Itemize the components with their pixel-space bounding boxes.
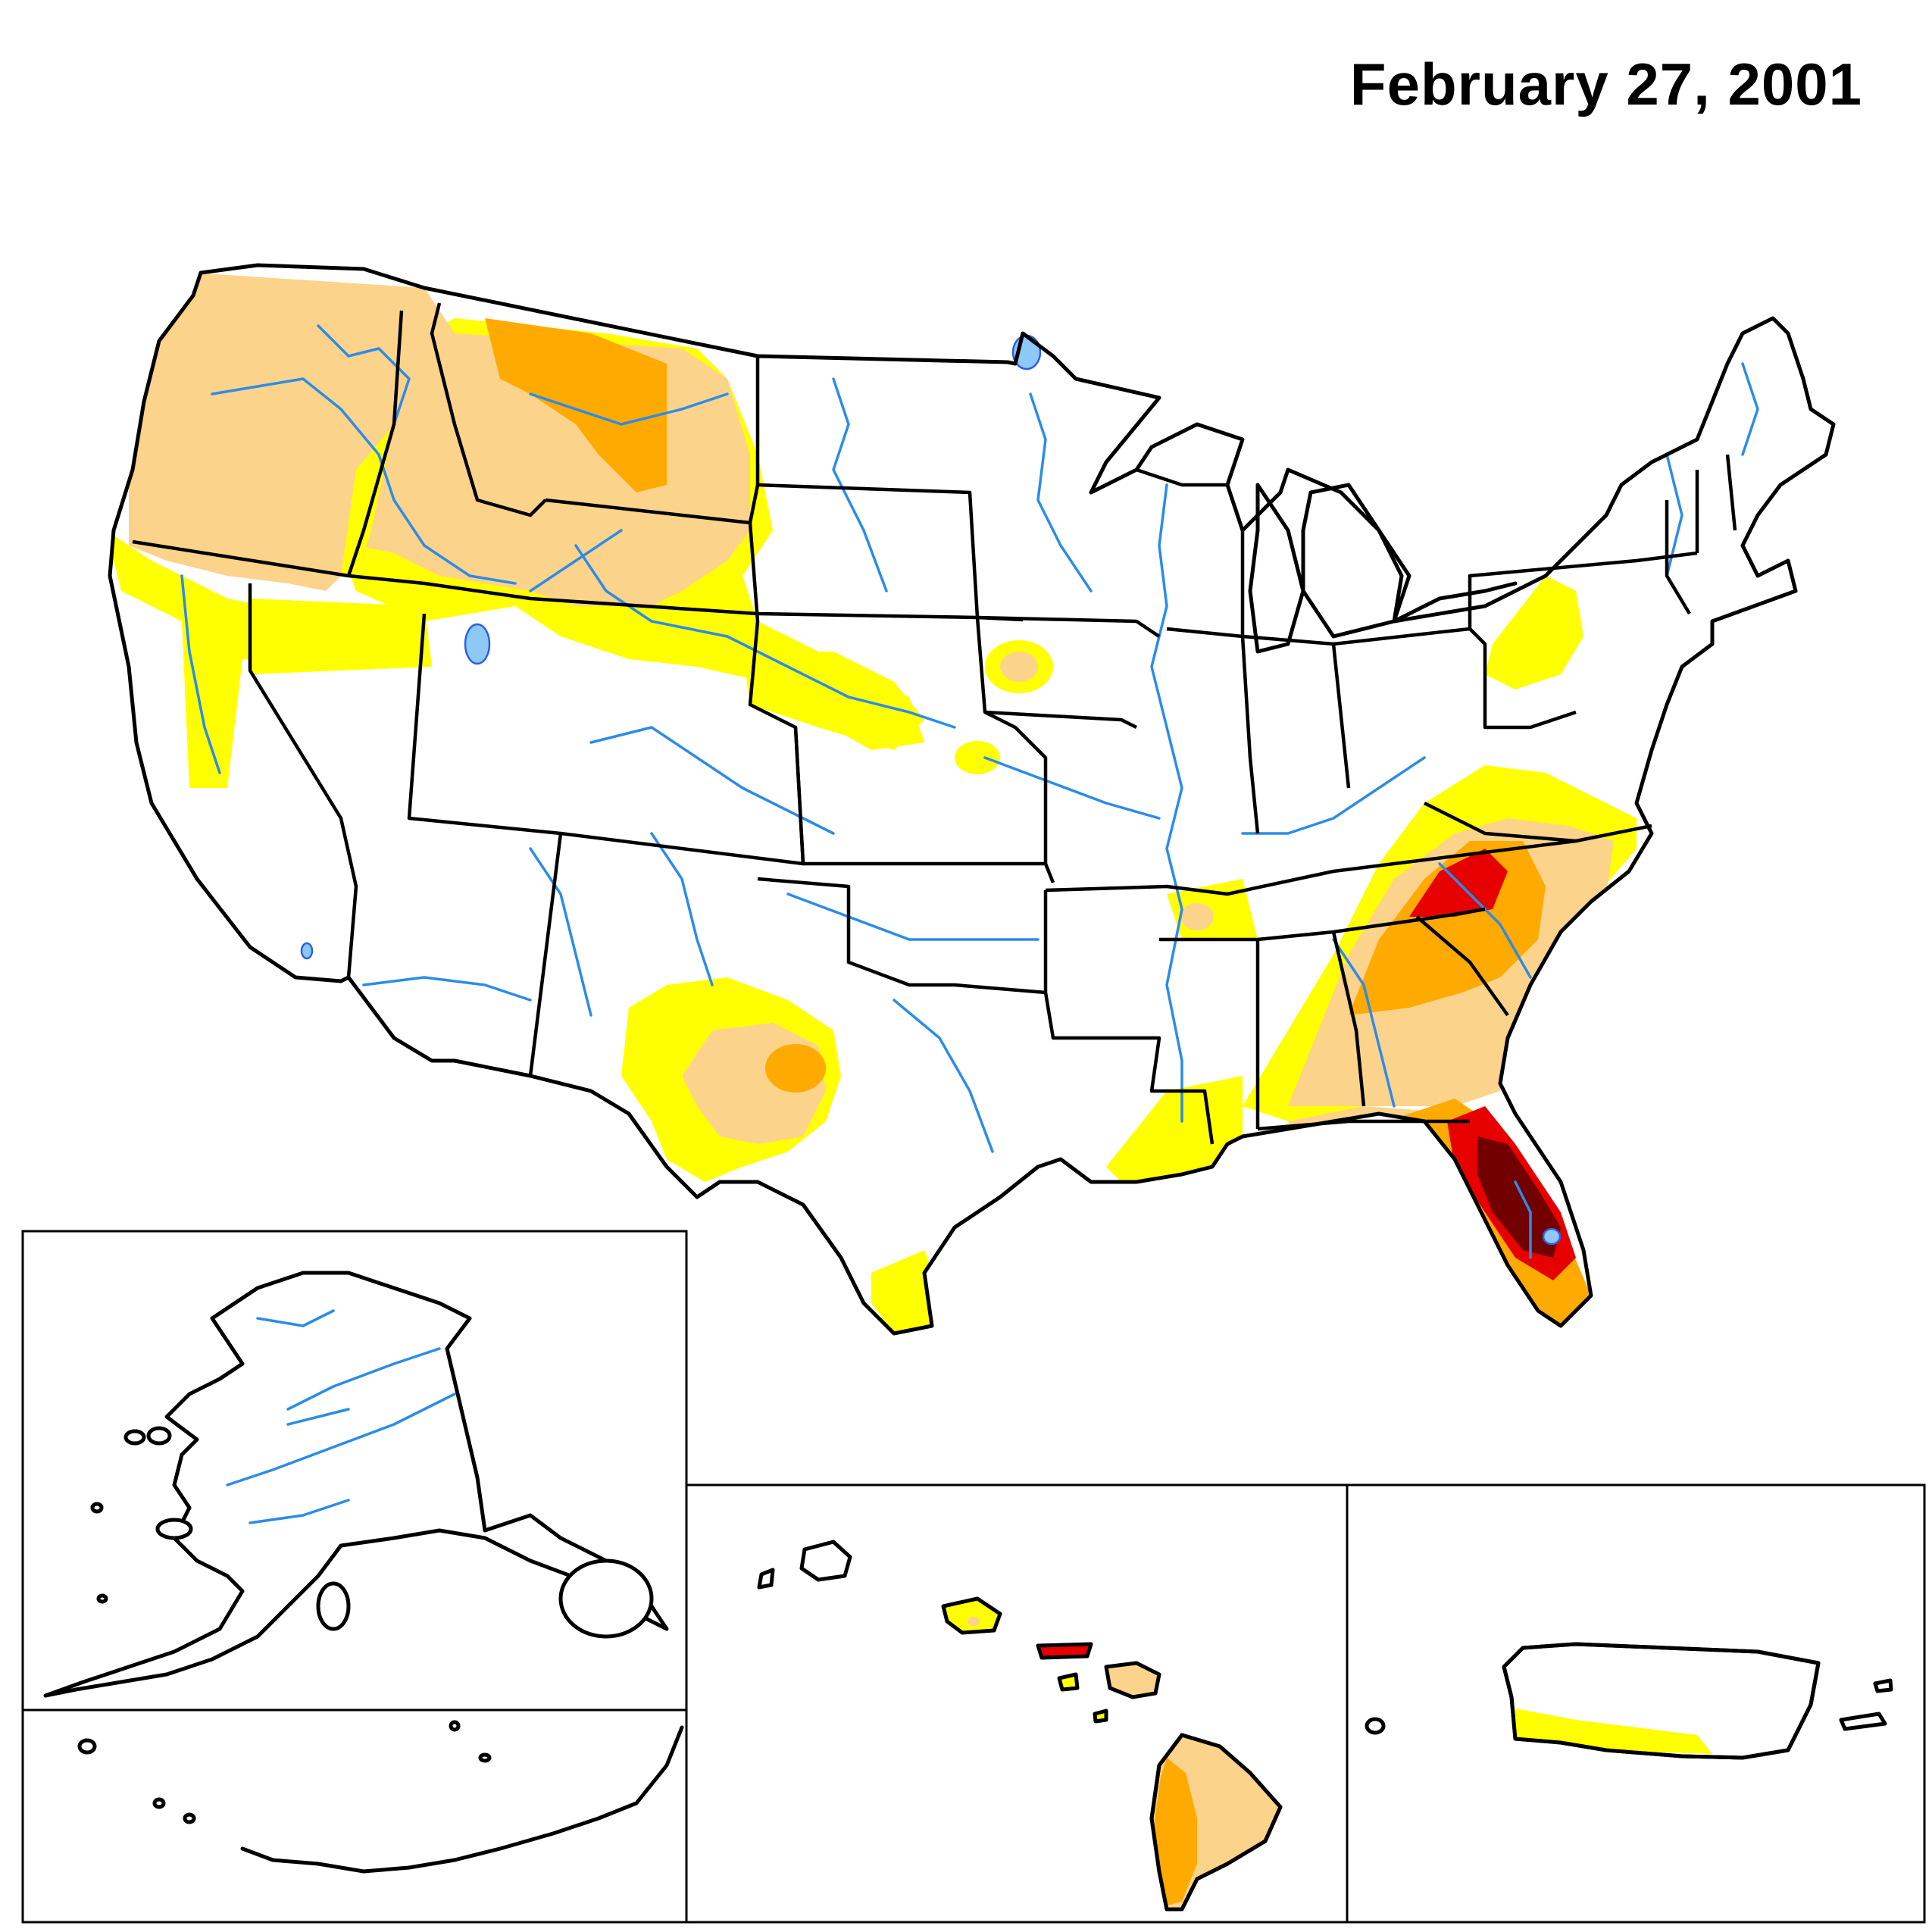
d1-iowa-blob [1000, 652, 1038, 682]
big-island-d2 [1155, 1758, 1197, 1905]
d0-nevada-strip [250, 599, 432, 674]
alaska-outline [43, 1271, 669, 1698]
d2-montana [485, 318, 667, 492]
d2-west-texas [765, 1044, 826, 1093]
maui [1104, 1661, 1161, 1699]
salton-sea [300, 942, 314, 960]
conus [108, 263, 1836, 1336]
puerto-rico [1365, 1642, 1893, 1760]
culebra [1873, 1678, 1893, 1693]
lanai [1057, 1672, 1080, 1692]
map-title: February 27, 2001 [1349, 51, 1862, 117]
inset-panels [21, 1230, 1926, 1924]
aleutians-chain [240, 1725, 684, 1874]
oahu-d1 [968, 1617, 980, 1626]
aleutians-panel [21, 1708, 688, 1924]
d4-florida [1477, 1136, 1561, 1258]
hawaii-panel [685, 1483, 1349, 1924]
alaska-panel [21, 1230, 688, 1712]
lake-erie-shore [1392, 581, 1518, 624]
d0-nebraska [742, 652, 924, 750]
puerto-rico-panel [1346, 1483, 1926, 1924]
great-salt-lake [464, 623, 491, 665]
lake-okeechobee [1542, 1227, 1562, 1246]
drought-areas-conus [110, 273, 1637, 1333]
d0-pa-blob [1485, 576, 1583, 689]
michigan-lower [1301, 483, 1404, 639]
niihau [757, 1568, 775, 1590]
alaska-islands [90, 1426, 654, 1639]
hawaii [757, 1540, 1283, 1912]
molokai [1036, 1642, 1093, 1660]
d0-south-texas [871, 1250, 939, 1333]
kauai [799, 1540, 852, 1582]
kahoolawe [1093, 1708, 1108, 1724]
mona-island [1365, 1717, 1386, 1735]
d0-gulf-coast [1106, 1076, 1243, 1182]
oahu [941, 1596, 1002, 1635]
d1-tennessee-west [1180, 903, 1214, 930]
state-boundaries [132, 302, 1737, 1145]
aleutians [77, 1720, 684, 1874]
alaska [43, 1271, 669, 1698]
d0-kansas-blob [955, 741, 1000, 774]
lake-michigan [1248, 483, 1305, 654]
vieques [1839, 1712, 1887, 1731]
conus-outline [108, 263, 1836, 1336]
